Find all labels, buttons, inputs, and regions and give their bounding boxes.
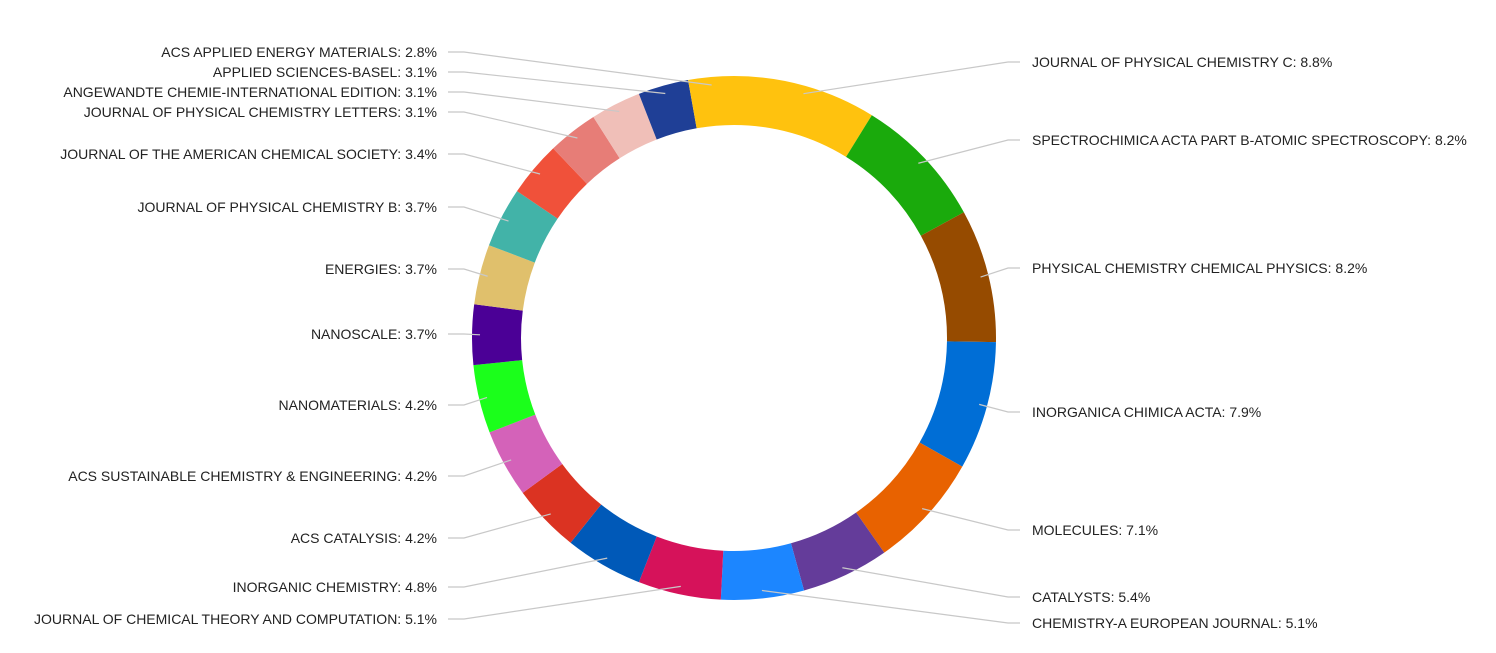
slice-nanomaterials xyxy=(473,360,536,433)
label-chemistry-a-european-journal: CHEMISTRY-A EUROPEAN JOURNAL: 5.1% xyxy=(1032,615,1318,631)
slice-journal-of-physical-chemistry-c xyxy=(734,76,872,157)
leader-energies xyxy=(448,268,488,277)
leader-molecules xyxy=(922,508,1020,531)
label-energies: ENERGIES: 3.7% xyxy=(325,261,437,277)
label-angewandte-chemie-international-edition: ANGEWANDTE CHEMIE-INTERNATIONAL EDITION:… xyxy=(63,84,437,100)
label-inorganic-chemistry: INORGANIC CHEMISTRY: 4.8% xyxy=(233,579,437,595)
leader-physical-chemistry-chemical-physics xyxy=(980,267,1020,278)
slice-spectrochimica-acta-part-b-atomic-spectroscopy xyxy=(846,115,964,236)
leader-inorganica-chimica-acta xyxy=(979,403,1020,413)
slice-applied-sciences-basel xyxy=(638,80,697,140)
slice-journal-of-physical-chemistry-b xyxy=(488,191,558,263)
leader-inorganic-chemistry xyxy=(448,557,608,588)
leader-nanomaterials xyxy=(448,396,488,406)
label-physical-chemistry-chemical-physics: PHYSICAL CHEMISTRY CHEMICAL PHYSICS: 8.2… xyxy=(1032,260,1367,276)
slice-journal-of-physical-chemistry-letters xyxy=(553,116,620,184)
slice-molecules xyxy=(856,442,963,553)
leader-lines xyxy=(448,51,1020,624)
slice-chemistry-a-european-journal xyxy=(720,543,805,600)
leader-nanoscale xyxy=(448,333,481,336)
label-acs-catalysis: ACS CATALYSIS: 4.2% xyxy=(291,530,437,546)
slice-labels: JOURNAL OF PHYSICAL CHEMISTRY C: 8.8% SPE… xyxy=(34,44,1467,631)
leader-journal-of-chemical-theory-and-computation xyxy=(448,585,681,620)
slice-journal-of-chemical-theory-and-computation xyxy=(638,536,724,600)
slice-inorganica-chimica-acta xyxy=(919,341,996,467)
label-nanomaterials: NANOMATERIALS: 4.2% xyxy=(279,397,437,413)
leader-applied-sciences-basel xyxy=(448,71,666,95)
leader-acs-applied-energy-materials xyxy=(448,51,712,86)
label-acs-applied-energy-materials: ACS APPLIED ENERGY MATERIALS: 2.8% xyxy=(161,44,437,60)
label-molecules: MOLECULES: 7.1% xyxy=(1032,522,1158,538)
label-journal-of-physical-chemistry-letters: JOURNAL OF PHYSICAL CHEMISTRY LETTERS: 3… xyxy=(84,104,437,120)
slice-acs-sustainable-chemistry-engineering xyxy=(489,414,563,493)
slice-inorganic-chemistry xyxy=(570,504,657,583)
slice-catalysts xyxy=(790,512,885,591)
label-catalysts: CATALYSTS: 5.4% xyxy=(1032,589,1150,605)
slice-journal-of-the-american-chemical-society xyxy=(517,148,587,219)
label-nanoscale: NANOSCALE: 3.7% xyxy=(311,326,437,342)
leader-journal-of-physical-chemistry-letters xyxy=(448,111,578,139)
slice-energies xyxy=(474,245,535,311)
label-journal-of-physical-chemistry-b: JOURNAL OF PHYSICAL CHEMISTRY B: 3.7% xyxy=(137,199,437,215)
label-journal-of-the-american-chemical-society: JOURNAL OF THE AMERICAN CHEMICAL SOCIETY… xyxy=(60,146,437,162)
label-inorganica-chimica-acta: INORGANICA CHIMICA ACTA: 7.9% xyxy=(1032,404,1261,420)
slice-acs-applied-energy-materials xyxy=(688,76,734,129)
leader-chemistry-a-european-journal xyxy=(761,589,1020,624)
leader-journal-of-physical-chemistry-b xyxy=(448,206,509,222)
label-journal-of-physical-chemistry-c: JOURNAL OF PHYSICAL CHEMISTRY C: 8.8% xyxy=(1032,54,1332,70)
label-applied-sciences-basel: APPLIED SCIENCES-BASEL: 3.1% xyxy=(213,64,437,80)
leader-acs-catalysis xyxy=(448,513,551,539)
leader-catalysts xyxy=(842,567,1020,598)
label-journal-of-chemical-theory-and-computation: JOURNAL OF CHEMICAL THEORY AND COMPUTATI… xyxy=(34,611,437,627)
slice-acs-catalysis xyxy=(522,463,602,543)
slice-nanoscale xyxy=(472,304,523,366)
donut-slices xyxy=(472,76,996,600)
label-spectrochimica-acta-part-b-atomic-spectroscopy: SPECTROCHIMICA ACTA PART B-ATOMIC SPECTR… xyxy=(1032,132,1467,148)
leader-angewandte-chemie-international-edition xyxy=(448,91,620,113)
leader-journal-of-the-american-chemical-society xyxy=(448,153,541,175)
label-acs-sustainable-chemistry-engineering: ACS SUSTAINABLE CHEMISTRY & ENGINEERING:… xyxy=(68,468,437,484)
leader-journal-of-physical-chemistry-c xyxy=(803,61,1020,95)
leader-spectrochimica-acta-part-b-atomic-spectroscopy xyxy=(918,139,1020,164)
leader-acs-sustainable-chemistry-engineering xyxy=(448,459,512,477)
slice-physical-chemistry-chemical-physics xyxy=(920,212,996,343)
